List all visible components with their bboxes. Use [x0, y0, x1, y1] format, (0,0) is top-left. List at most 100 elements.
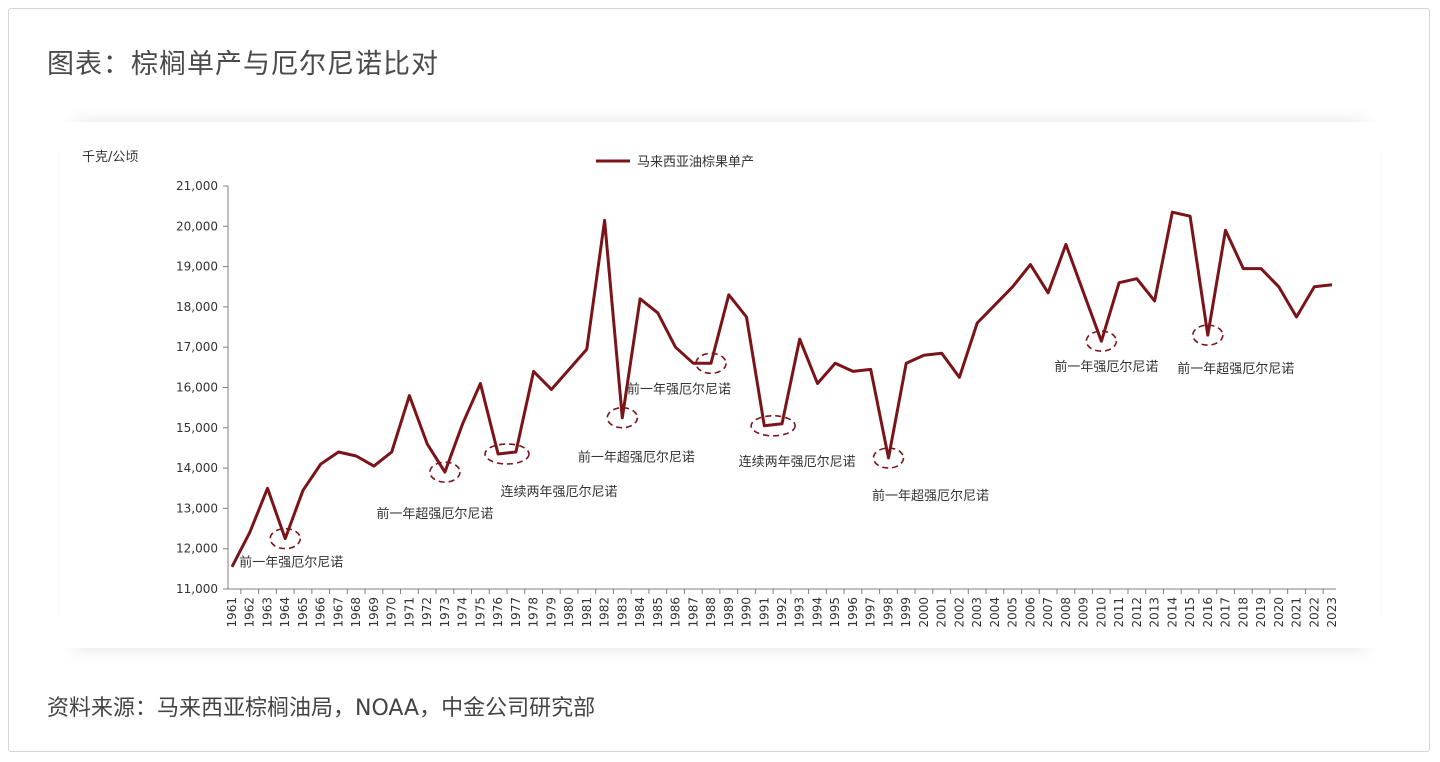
yield-line-chart: 11,000 12,000 13,000 14,000 15,000 16,000 17,0…	[82, 150, 1339, 628]
x-tick-label: 1966	[314, 597, 328, 628]
el-nino-marker	[429, 461, 461, 483]
y-tick-label: 21,000	[176, 179, 218, 193]
x-tick-label: 1977	[509, 597, 523, 628]
y-tick-label: 12,000	[176, 542, 218, 556]
x-tick-label: 1989	[722, 597, 736, 628]
x-tick-label: 2011	[1112, 597, 1126, 628]
x-tick-label: 1967	[331, 597, 345, 628]
chart-panel: 11,000 12,000 13,000 14,000 15,000 16,000 17,0…	[60, 122, 1380, 648]
x-tick-label: 2009	[1077, 597, 1091, 628]
el-nino-marker	[872, 447, 905, 469]
x-tick-label: 2017	[1219, 597, 1233, 628]
x-tick-label: 2019	[1254, 597, 1268, 628]
el-nino-label: 连续两年强厄尔尼诺	[739, 454, 856, 470]
x-tick-label: 1995	[828, 597, 842, 628]
x-tick-label: 2010	[1094, 597, 1108, 628]
x-tick-label: 1985	[651, 597, 665, 628]
y-tick-label: 17,000	[176, 340, 218, 354]
x-tick-label: 1961	[225, 597, 239, 628]
y-axis-label: 千克/公顷	[82, 150, 138, 165]
x-tick-label: 1976	[491, 597, 505, 628]
x-tick-label: 1981	[580, 597, 594, 628]
el-nino-marker	[695, 352, 727, 375]
x-tick-label: 1990	[740, 597, 754, 628]
x-tick-label: 2014	[1165, 597, 1179, 628]
x-tick-label: 1968	[349, 597, 363, 628]
x-tick-label: 1974	[456, 597, 470, 628]
x-tick-label: 2016	[1201, 597, 1215, 628]
el-nino-marker	[1085, 330, 1118, 352]
y-tick-label: 15,000	[176, 421, 218, 435]
x-tick-label: 1999	[899, 597, 913, 628]
y-tick-label: 16,000	[176, 381, 218, 395]
x-tick-label: 2001	[935, 597, 949, 628]
y-tick-label: 20,000	[176, 219, 218, 233]
el-nino-label: 前一年超强厄尔尼诺	[376, 506, 493, 522]
x-tick-label: 1969	[367, 597, 381, 628]
x-tick-label: 2008	[1059, 597, 1073, 628]
y-tick-label: 14,000	[176, 461, 218, 475]
figure-title: 图表：棕榈单产与厄尔尼诺比对	[47, 49, 439, 80]
source-note: 资料来源：马来西亚棕榈油局，NOAA，中金公司研究部	[47, 696, 596, 721]
el-nino-marker	[750, 414, 796, 437]
x-tick-label: 1963	[260, 597, 274, 628]
x-tick-label: 1986	[669, 597, 683, 628]
x-tick-label: 2013	[1148, 597, 1162, 628]
x-tick-label: 1983	[615, 597, 629, 628]
el-nino-marker	[269, 527, 302, 550]
x-tick-label: 1971	[402, 597, 416, 628]
y-tick-label: 13,000	[176, 501, 218, 515]
x-tick-label: 1973	[438, 597, 452, 628]
el-nino-marker	[484, 443, 530, 465]
x-tick-label: 2003	[970, 597, 984, 628]
el-nino-label: 前一年强厄尔尼诺	[239, 555, 343, 571]
x-tick-label: 1970	[385, 597, 399, 628]
x-tick-label: 1980	[562, 597, 576, 628]
y-tick-label: 11,000	[176, 582, 218, 596]
x-tick-label: 2022	[1307, 597, 1321, 628]
el-nino-labels: 前一年强厄尔尼诺前一年超强厄尔尼诺连续两年强厄尔尼诺前一年超强厄尔尼诺前一年强厄…	[239, 359, 1294, 570]
el-nino-label: 前一年超强厄尔尼诺	[578, 450, 695, 466]
x-tick-label: 2000	[917, 597, 931, 628]
el-nino-label: 前一年强厄尔尼诺	[627, 381, 731, 397]
x-tick-label: 2015	[1183, 597, 1197, 628]
x-tick-label: 1997	[864, 597, 878, 628]
x-tick-label: 1994	[810, 597, 824, 628]
el-nino-label: 前一年超强厄尔尼诺	[872, 488, 989, 504]
x-tick-label: 2002	[952, 597, 966, 628]
x-tick-label: 1979	[544, 597, 558, 628]
x-tick-label: 1987	[686, 597, 700, 628]
series-line-palm-yield	[230, 210, 1333, 568]
x-tick-label: 1962	[243, 597, 257, 628]
x-tick-label: 2005	[1006, 597, 1020, 628]
x-tick-label: 2012	[1130, 597, 1144, 628]
x-tick-label: 2004	[988, 597, 1002, 628]
chart-axes: 11,000 12,000 13,000 14,000 15,000 16,000 17,0…	[176, 179, 1339, 628]
x-tick-label: 1998	[881, 597, 895, 628]
x-tick-label: 2021	[1290, 597, 1304, 628]
el-nino-marker	[606, 406, 639, 429]
x-tick-label: 1975	[473, 597, 487, 628]
x-tick-label: 2020	[1272, 597, 1286, 628]
x-tick-label: 1982	[598, 597, 612, 628]
x-tick-label: 1965	[296, 597, 310, 628]
x-tick-label: 1964	[278, 597, 292, 628]
y-tick-label: 18,000	[176, 300, 218, 314]
x-tick-label: 1988	[704, 597, 718, 628]
x-tick-label: 1992	[775, 597, 789, 628]
x-tick-label: 1993	[793, 597, 807, 628]
x-tick-label: 2023	[1325, 597, 1339, 628]
el-nino-label: 前一年强厄尔尼诺	[1054, 359, 1158, 375]
x-tick-label: 1984	[633, 597, 647, 628]
x-tick-label: 1991	[757, 597, 771, 628]
x-tick-label: 1972	[420, 597, 434, 628]
x-tick-label: 2018	[1236, 597, 1250, 628]
y-tick-label: 19,000	[176, 260, 218, 274]
x-tick-label: 1978	[527, 597, 541, 628]
legend-label: 马来西亚油棕果单产	[637, 155, 754, 170]
legend: 马来西亚油棕果单产	[596, 155, 754, 170]
el-nino-label: 前一年超强厄尔尼诺	[1177, 361, 1294, 377]
el-nino-label: 连续两年强厄尔尼诺	[500, 484, 617, 500]
x-tick-label: 1996	[846, 597, 860, 628]
x-tick-label: 2006	[1023, 597, 1037, 628]
